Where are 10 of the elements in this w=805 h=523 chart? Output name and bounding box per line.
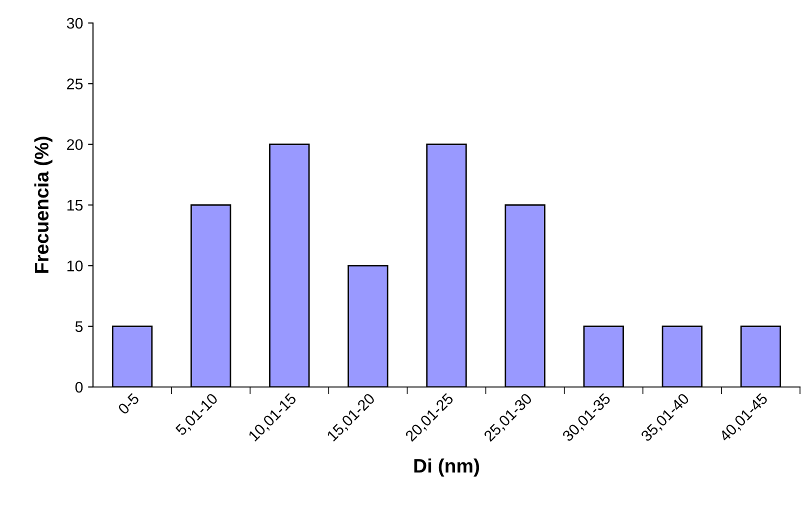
y-tick-label: 25 <box>67 78 83 90</box>
y-tick-label: 5 <box>75 321 83 332</box>
y-axis-title: Frecuencia (%) <box>34 136 52 273</box>
y-tick-label: 0 <box>75 382 83 393</box>
y-tick-label: 30 <box>66 18 83 29</box>
x-tick-label: 0-5 <box>117 392 140 415</box>
y-tick-label: 10 <box>67 260 83 272</box>
x-axis-title: Di (nm) <box>414 458 480 477</box>
y-tick-label: 20 <box>67 139 83 150</box>
y-tick-label: 15 <box>67 200 83 211</box>
